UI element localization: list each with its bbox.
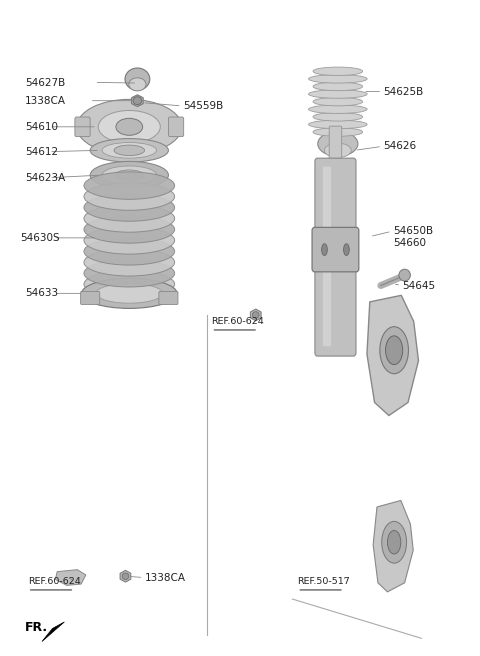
- Text: 54645: 54645: [402, 281, 435, 291]
- Ellipse shape: [385, 336, 403, 365]
- Ellipse shape: [129, 78, 146, 91]
- Text: 54650B: 54650B: [393, 226, 433, 236]
- Ellipse shape: [114, 145, 144, 155]
- Ellipse shape: [102, 142, 156, 158]
- FancyBboxPatch shape: [81, 291, 100, 304]
- Ellipse shape: [84, 260, 175, 287]
- Ellipse shape: [380, 327, 408, 374]
- Ellipse shape: [115, 170, 144, 180]
- Ellipse shape: [313, 128, 363, 136]
- Text: 54559B: 54559B: [183, 101, 223, 111]
- FancyBboxPatch shape: [315, 158, 356, 356]
- Text: 54630S: 54630S: [21, 233, 60, 243]
- Ellipse shape: [125, 68, 150, 91]
- FancyBboxPatch shape: [323, 167, 331, 346]
- Text: FR.: FR.: [25, 621, 48, 634]
- Ellipse shape: [84, 249, 175, 276]
- Ellipse shape: [84, 237, 175, 265]
- Ellipse shape: [84, 183, 175, 211]
- Polygon shape: [251, 309, 261, 321]
- Ellipse shape: [318, 131, 358, 156]
- Ellipse shape: [313, 67, 363, 75]
- Ellipse shape: [84, 270, 175, 298]
- Text: REF.50-517: REF.50-517: [297, 577, 350, 586]
- Ellipse shape: [313, 113, 363, 121]
- Ellipse shape: [96, 283, 163, 303]
- Polygon shape: [42, 622, 64, 642]
- Text: REF.60-624: REF.60-624: [28, 577, 80, 586]
- FancyBboxPatch shape: [75, 117, 90, 136]
- Ellipse shape: [252, 312, 259, 318]
- FancyBboxPatch shape: [314, 69, 361, 134]
- Text: 54623A: 54623A: [25, 173, 65, 183]
- Text: REF.60-624: REF.60-624: [211, 317, 264, 326]
- Ellipse shape: [84, 172, 175, 199]
- Ellipse shape: [313, 82, 363, 91]
- Text: 54627B: 54627B: [25, 78, 65, 88]
- Text: 54625B: 54625B: [383, 87, 423, 96]
- Text: 54633: 54633: [25, 289, 59, 298]
- FancyBboxPatch shape: [312, 228, 359, 272]
- Ellipse shape: [382, 522, 407, 563]
- Ellipse shape: [322, 244, 327, 255]
- Text: 54610: 54610: [25, 122, 58, 132]
- Polygon shape: [373, 501, 413, 592]
- Ellipse shape: [324, 143, 351, 157]
- Ellipse shape: [116, 118, 143, 135]
- Ellipse shape: [309, 120, 367, 129]
- Text: 1338CA: 1338CA: [25, 96, 66, 106]
- FancyBboxPatch shape: [159, 291, 178, 304]
- Ellipse shape: [313, 98, 363, 106]
- Ellipse shape: [309, 105, 367, 113]
- Polygon shape: [367, 295, 419, 415]
- Ellipse shape: [84, 227, 175, 254]
- FancyBboxPatch shape: [168, 117, 184, 136]
- Ellipse shape: [102, 166, 156, 184]
- FancyBboxPatch shape: [329, 126, 342, 165]
- Ellipse shape: [84, 205, 175, 232]
- Polygon shape: [120, 570, 131, 582]
- Ellipse shape: [309, 90, 367, 98]
- Ellipse shape: [82, 278, 177, 308]
- Ellipse shape: [90, 161, 168, 189]
- Ellipse shape: [133, 96, 142, 104]
- Ellipse shape: [387, 531, 401, 554]
- Ellipse shape: [77, 99, 182, 154]
- Ellipse shape: [90, 138, 168, 162]
- Ellipse shape: [84, 216, 175, 243]
- Ellipse shape: [399, 269, 410, 281]
- Ellipse shape: [122, 573, 129, 579]
- Ellipse shape: [84, 194, 175, 221]
- Text: 1338CA: 1338CA: [144, 573, 186, 583]
- Ellipse shape: [98, 110, 160, 143]
- Text: 54612: 54612: [25, 147, 59, 157]
- Polygon shape: [55, 569, 86, 585]
- Text: 54660: 54660: [393, 238, 426, 248]
- Text: 54626: 54626: [383, 142, 416, 152]
- Polygon shape: [132, 95, 143, 106]
- Ellipse shape: [344, 244, 349, 255]
- Ellipse shape: [309, 75, 367, 83]
